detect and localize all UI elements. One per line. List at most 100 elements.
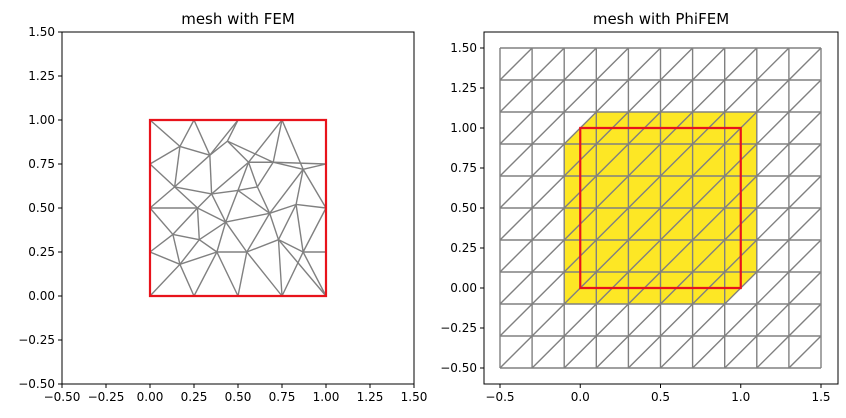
mesh-edge xyxy=(269,168,304,214)
mesh-edge xyxy=(247,162,259,188)
left-y-axis: −0.50 −0.25 0.00 0.25 0.50 0.75 1.00 1.25 1.50 xyxy=(18,25,62,391)
mesh-edge xyxy=(149,163,176,188)
left-ytick-label: 0.75 xyxy=(28,157,55,171)
left-ytick-label: 1.25 xyxy=(28,69,55,83)
right-ytick-label: 1.50 xyxy=(450,41,477,55)
left-panel: mesh with FEM −0.50 −0.25 0.00 0.25 0.50 0.75… xyxy=(18,10,427,404)
cell-diagonal xyxy=(499,335,533,369)
cell-diagonal xyxy=(788,239,822,273)
mesh-edge xyxy=(225,221,248,253)
cell-diagonal xyxy=(531,79,565,113)
mesh-edge xyxy=(149,186,176,209)
cell-diagonal xyxy=(563,79,597,113)
mesh-edge xyxy=(149,119,181,147)
mesh-edge xyxy=(193,251,218,297)
left-ytick-label: 1.00 xyxy=(28,113,55,127)
cell-diagonal xyxy=(756,143,790,177)
cell-diagonal xyxy=(627,303,661,337)
cell-diagonal xyxy=(499,207,533,241)
cell-diagonal xyxy=(499,303,533,337)
mesh-edge xyxy=(269,213,280,240)
mesh-edge xyxy=(302,168,327,209)
cell-diagonal xyxy=(627,239,661,273)
mesh-edge xyxy=(149,207,174,235)
mesh-edge xyxy=(269,203,297,214)
mesh-edge xyxy=(193,119,211,156)
mesh-edge xyxy=(149,145,181,165)
cell-diagonal xyxy=(756,79,790,113)
cell-diagonal xyxy=(788,111,822,145)
left-ytick-label: 1.50 xyxy=(28,25,55,39)
mesh-edge xyxy=(211,189,239,195)
cell-diagonal xyxy=(660,175,694,209)
mesh-edge xyxy=(179,251,218,265)
mesh-edge xyxy=(227,140,274,163)
left-xtick-label: 1.00 xyxy=(313,390,340,404)
cell-diagonal xyxy=(788,79,822,113)
cell-diagonal xyxy=(563,335,597,369)
mesh-edge xyxy=(295,203,327,209)
left-xtick-label: −0.25 xyxy=(88,390,125,404)
cell-diagonal xyxy=(692,175,726,209)
right-panel: mesh with PhiFEM −0.5 0.0 0.5 1.0 1.5 −0.50−… xyxy=(440,10,839,404)
cell-diagonal xyxy=(692,335,726,369)
right-boundary-line xyxy=(579,126,742,290)
cell-diagonal xyxy=(531,207,565,241)
cell-diagonal xyxy=(595,79,629,113)
cell-diagonal xyxy=(692,239,726,273)
mesh-edge xyxy=(149,251,181,265)
cell-diagonal xyxy=(756,303,790,337)
left-boundary-square xyxy=(148,118,328,298)
cell-diagonal xyxy=(563,47,597,81)
cell-diagonal xyxy=(595,143,629,177)
right-chart-title: mesh with PhiFEM xyxy=(593,10,729,28)
cell-diagonal xyxy=(756,111,790,145)
cell-diagonal xyxy=(531,143,565,177)
right-xtick-label: −0.5 xyxy=(485,390,514,404)
cell-diagonal xyxy=(756,335,790,369)
mesh-edge xyxy=(237,186,258,192)
left-boundary-line xyxy=(148,118,328,298)
cell-diagonal xyxy=(531,111,565,145)
mesh-edge xyxy=(197,193,213,209)
mesh-edge xyxy=(179,145,211,156)
right-y-axis: −0.50 −0.25 0.00 0.25 0.50 0.75 1.00 1.25 1.50 xyxy=(440,41,484,375)
cell-diagonal xyxy=(531,175,565,209)
cell-diagonal xyxy=(627,47,661,81)
cell-diagonal xyxy=(499,47,533,81)
mesh-edge xyxy=(209,155,213,194)
right-ytick-label: 0.50 xyxy=(450,201,477,215)
mesh-edge xyxy=(273,161,327,165)
cell-diagonal xyxy=(692,303,726,337)
left-xtick-label: 0.25 xyxy=(181,390,208,404)
mesh-edge xyxy=(226,119,239,142)
cell-diagonal xyxy=(660,239,694,273)
cell-diagonal xyxy=(692,79,726,113)
cell-diagonal xyxy=(660,335,694,369)
right-ytick-label: 1.00 xyxy=(450,121,477,135)
right-xtick-label: 1.5 xyxy=(811,390,830,404)
cell-diagonal xyxy=(724,79,758,113)
mesh-edge xyxy=(149,263,181,297)
right-ytick-label: −0.25 xyxy=(440,321,477,335)
left-ytick-label: −0.25 xyxy=(18,333,55,347)
right-ytick-label: −0.50 xyxy=(440,361,477,375)
cell-diagonal xyxy=(531,239,565,273)
left-ytick-label: 0.50 xyxy=(28,201,55,215)
cell-diagonal xyxy=(788,143,822,177)
right-mesh xyxy=(499,47,822,369)
left-xtick-label: 0.50 xyxy=(225,390,252,404)
mesh-edge xyxy=(225,212,270,223)
left-ytick-label: 0.25 xyxy=(28,245,55,259)
mesh-edge xyxy=(172,207,199,235)
cell-diagonal xyxy=(692,207,726,241)
right-ytick-label: 0.75 xyxy=(450,161,477,175)
mesh-edge xyxy=(278,239,304,253)
left-xtick-label: 0.00 xyxy=(137,390,164,404)
cell-diagonal xyxy=(531,303,565,337)
mesh-edge xyxy=(198,239,218,253)
right-xtick-label: 1.0 xyxy=(731,390,750,404)
mesh-edge xyxy=(281,251,304,297)
mesh-edge xyxy=(237,161,250,191)
